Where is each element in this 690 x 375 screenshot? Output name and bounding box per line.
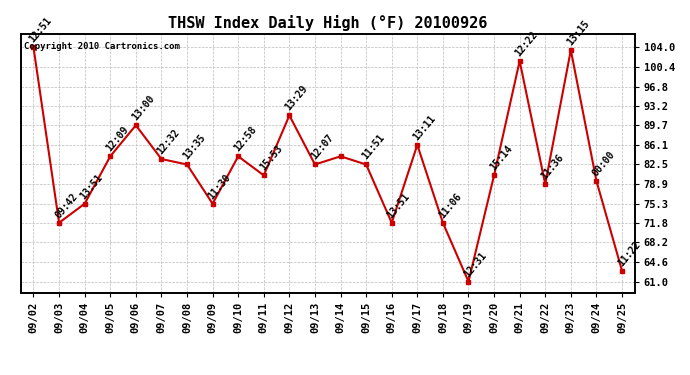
Text: 13:11: 13:11 xyxy=(411,113,437,142)
Text: 12:09: 12:09 xyxy=(104,124,130,153)
Text: 11:06: 11:06 xyxy=(437,191,463,220)
Text: 11:51: 11:51 xyxy=(360,133,386,162)
Text: 13:00: 13:00 xyxy=(130,93,156,123)
Text: 12:58: 12:58 xyxy=(232,124,259,153)
Text: 00:00: 00:00 xyxy=(590,149,617,178)
Text: 13:35: 13:35 xyxy=(181,133,207,162)
Text: 11:30: 11:30 xyxy=(206,172,233,201)
Text: 13:51: 13:51 xyxy=(386,191,412,220)
Text: 12:22: 12:22 xyxy=(513,29,540,58)
Title: THSW Index Daily High (°F) 20100926: THSW Index Daily High (°F) 20100926 xyxy=(168,15,487,31)
Text: 15:14: 15:14 xyxy=(488,144,514,172)
Text: 11:36: 11:36 xyxy=(539,152,566,182)
Text: 12:31: 12:31 xyxy=(462,250,489,279)
Text: 13:15: 13:15 xyxy=(564,18,591,47)
Text: 12:32: 12:32 xyxy=(155,128,181,156)
Text: 13:51: 13:51 xyxy=(79,172,105,201)
Text: Copyright 2010 Cartronics.com: Copyright 2010 Cartronics.com xyxy=(23,42,179,51)
Text: 13:29: 13:29 xyxy=(283,84,310,112)
Text: 12:07: 12:07 xyxy=(308,133,335,162)
Text: 12:51: 12:51 xyxy=(27,16,54,45)
Text: 09:42: 09:42 xyxy=(53,191,79,220)
Text: 15:53: 15:53 xyxy=(257,144,284,172)
Text: 11:22: 11:22 xyxy=(615,239,642,268)
